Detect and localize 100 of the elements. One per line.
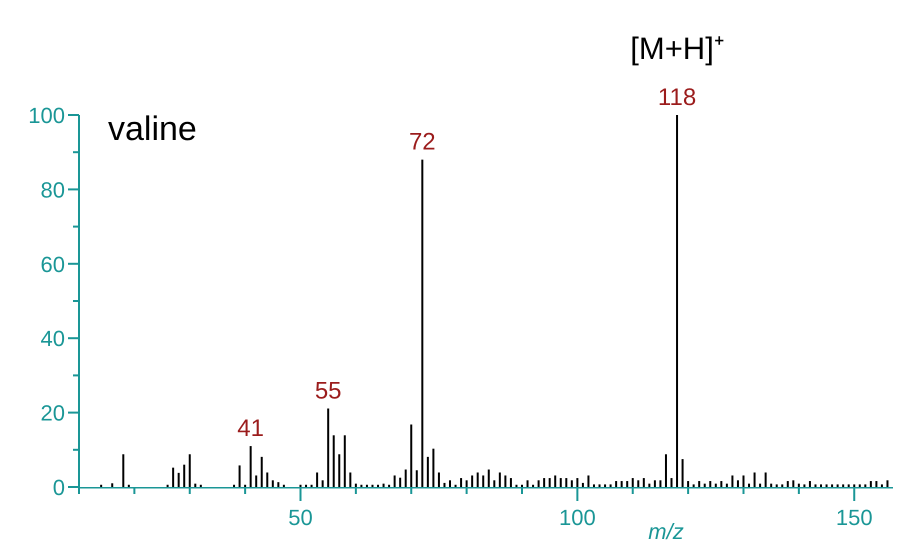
bar bbox=[886, 480, 888, 487]
bar bbox=[554, 475, 556, 487]
bar bbox=[466, 480, 468, 487]
bar bbox=[770, 484, 772, 487]
bar bbox=[637, 480, 640, 487]
bar bbox=[322, 480, 324, 487]
bar bbox=[615, 481, 618, 487]
y-tick-label: 0 bbox=[52, 475, 65, 500]
bar bbox=[659, 480, 662, 487]
bar bbox=[754, 472, 756, 487]
bar bbox=[858, 484, 861, 487]
bar bbox=[610, 484, 612, 487]
bar bbox=[338, 454, 340, 487]
bar bbox=[122, 454, 124, 487]
bar bbox=[449, 480, 452, 487]
bar bbox=[820, 484, 822, 487]
bar bbox=[676, 115, 678, 487]
bar bbox=[543, 478, 546, 487]
bar bbox=[764, 472, 767, 487]
bar bbox=[354, 484, 357, 487]
bar bbox=[870, 481, 872, 487]
bar bbox=[482, 475, 484, 487]
bar bbox=[687, 481, 690, 487]
bar bbox=[394, 475, 396, 487]
y-tick-label: 100 bbox=[28, 103, 65, 128]
bar bbox=[682, 459, 684, 487]
bar bbox=[620, 481, 623, 487]
x-tick-label: 100 bbox=[559, 505, 596, 530]
bar bbox=[526, 480, 529, 487]
bar bbox=[178, 472, 180, 487]
bar bbox=[510, 478, 512, 487]
bar bbox=[443, 482, 446, 487]
bar bbox=[698, 481, 700, 487]
annotation: 41 bbox=[237, 415, 264, 442]
bar bbox=[476, 472, 479, 487]
annotation: 72 bbox=[408, 128, 436, 156]
bar bbox=[648, 484, 650, 487]
bar bbox=[842, 484, 844, 487]
annotation: [M+H]⁺ bbox=[630, 31, 724, 66]
bar bbox=[349, 472, 352, 487]
x-tick-label: 50 bbox=[288, 505, 313, 530]
bar bbox=[272, 480, 274, 487]
bar bbox=[432, 448, 434, 487]
bar bbox=[714, 484, 717, 487]
bar bbox=[111, 483, 114, 487]
annotation: 55 bbox=[314, 378, 342, 405]
y-tick-label: 60 bbox=[40, 252, 65, 277]
bar bbox=[172, 468, 174, 487]
bar bbox=[471, 475, 474, 487]
bar bbox=[399, 478, 402, 487]
bar bbox=[692, 484, 695, 487]
bar bbox=[250, 446, 252, 487]
bar bbox=[183, 464, 186, 487]
bar bbox=[786, 481, 789, 487]
bar bbox=[781, 484, 784, 487]
bar bbox=[493, 480, 496, 487]
bar bbox=[194, 484, 196, 487]
bar bbox=[238, 465, 241, 487]
bar bbox=[344, 435, 346, 487]
bar bbox=[188, 454, 191, 487]
bar bbox=[720, 481, 722, 487]
bar bbox=[460, 478, 462, 487]
bar bbox=[538, 480, 540, 487]
bar bbox=[438, 472, 440, 487]
bar bbox=[255, 475, 258, 487]
bar bbox=[848, 484, 850, 487]
bar bbox=[864, 484, 866, 487]
bar bbox=[670, 478, 673, 487]
bar bbox=[709, 481, 712, 487]
bar bbox=[704, 484, 706, 487]
bar bbox=[798, 484, 800, 487]
bar bbox=[548, 478, 551, 487]
y-tick-label: 40 bbox=[40, 326, 65, 352]
bar bbox=[803, 484, 806, 487]
bar bbox=[426, 456, 429, 487]
bar bbox=[260, 456, 263, 487]
bar bbox=[604, 484, 606, 487]
y-tick-label: 80 bbox=[40, 177, 65, 202]
bar bbox=[875, 481, 878, 487]
bar bbox=[836, 484, 839, 487]
bar bbox=[759, 484, 762, 487]
bar bbox=[632, 478, 634, 487]
bar bbox=[826, 484, 828, 487]
bar bbox=[592, 484, 595, 487]
bar bbox=[598, 484, 601, 487]
bar bbox=[570, 480, 573, 487]
x-tick-label: 150 bbox=[836, 505, 873, 530]
bar bbox=[654, 480, 656, 487]
bar bbox=[731, 475, 734, 487]
bar bbox=[726, 484, 728, 487]
bar bbox=[382, 484, 385, 487]
bar bbox=[792, 480, 794, 487]
bar bbox=[488, 470, 490, 487]
bar bbox=[498, 472, 501, 487]
bar bbox=[504, 475, 506, 487]
bar bbox=[736, 480, 739, 487]
bar bbox=[582, 482, 584, 487]
bar bbox=[327, 408, 330, 487]
x-axis-title: m/z bbox=[648, 519, 684, 544]
bar bbox=[664, 454, 667, 487]
